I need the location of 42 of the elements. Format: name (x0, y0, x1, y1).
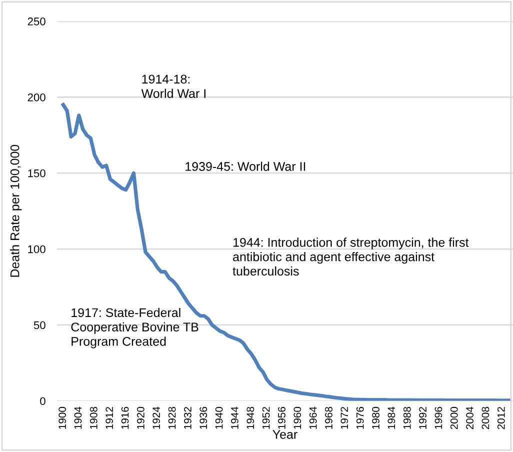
y-tick-label: 150 (28, 169, 46, 178)
x-tick-label: 2000 (450, 406, 458, 430)
annotation: 1944: Introduction of streptomycin, the first antibiotic and agent effective against tuberculosis (232, 238, 469, 276)
y-tick-label: 100 (28, 245, 46, 254)
annotation: 1939-45: World War II (186, 162, 306, 171)
x-tick-label: 1920 (136, 406, 144, 429)
y-tick-label: 250 (28, 18, 46, 26)
x-tick-label: 1980 (372, 406, 380, 429)
x-tick-label: 1996 (434, 406, 442, 429)
x-tick-label: 1988 (403, 406, 411, 429)
x-tick-label: 1924 (152, 406, 160, 429)
x-tick-label: 2008 (482, 406, 490, 430)
annotation: 1914-18: World War I (141, 74, 206, 98)
x-tick-label: 1992 (419, 407, 426, 429)
x-tick-label: 1952 (262, 407, 270, 429)
y-axis-title: Death Rate per 100,000 (10, 144, 22, 277)
x-tick-label: 1900 (58, 406, 66, 429)
y-tick-label: 200 (28, 93, 46, 102)
x-tick-label: 1972 (340, 407, 348, 429)
x-axis-title: Year (272, 430, 298, 439)
y-tick-label: 50 (34, 321, 46, 330)
x-tick-label: 1968 (325, 406, 332, 429)
x-tick-label: 1932 (184, 407, 192, 429)
x-tick-label: 1964 (309, 406, 317, 429)
x-tick-label: 1984 (388, 406, 396, 429)
x-tick-label: 1948 (246, 406, 254, 429)
x-tick-label: 1912 (106, 407, 114, 429)
line-series (61, 102, 512, 401)
x-tick-label: 1960 (294, 406, 302, 429)
x-tick-label: 1936 (200, 406, 208, 429)
x-tick-label: 2004 (466, 406, 474, 430)
x-tick-label: 2012 (497, 407, 505, 430)
x-tick-label: 1904 (74, 406, 82, 429)
x-tick-label: 1956 (278, 406, 286, 429)
x-tick-label: 1916 (121, 406, 129, 429)
x-tick-label: 1928 (168, 406, 176, 429)
annotation: 1917: State-Federal Cooperative Bovine TB Program Created (71, 308, 198, 348)
y-tick-label: 0 (40, 397, 46, 406)
x-tick-label: 1944 (231, 406, 238, 429)
x-tick-label: 1940 (215, 406, 223, 429)
x-tick-label: 1908 (90, 406, 98, 429)
x-tick-label: 1976 (356, 406, 364, 429)
